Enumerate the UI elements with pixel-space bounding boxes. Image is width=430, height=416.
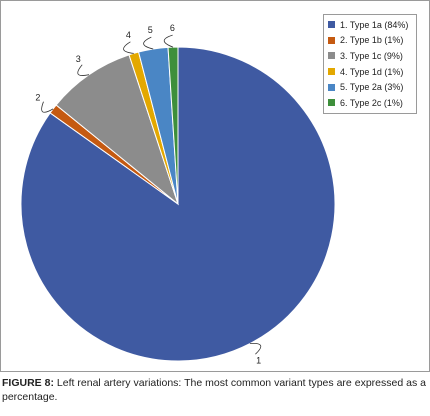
slice-label-2: 2 (35, 92, 40, 102)
slice-label-6: 6 (170, 23, 175, 33)
legend-item-4: 4. Type 1d (1%) (328, 64, 416, 80)
legend-label-4: 4. Type 1d (1%) (340, 66, 404, 77)
legend-swatch-1 (328, 21, 335, 29)
caption-text: Left renal artery variations: The most c… (2, 377, 427, 403)
leader-line-4 (123, 41, 134, 54)
legend-label-3: 3. Type 1c (9%) (340, 50, 403, 61)
legend-swatch-3 (328, 52, 335, 60)
legend-swatch-5 (328, 83, 335, 91)
leader-line-2 (41, 101, 54, 113)
slice-label-4: 4 (126, 30, 131, 40)
legend-swatch-2 (328, 36, 335, 44)
legend-swatch-6 (328, 99, 335, 107)
caption-label: FIGURE 8: (2, 377, 54, 389)
legend-swatch-4 (328, 68, 335, 76)
pie-slice-6 (167, 46, 179, 205)
pie-chart: 1 2 3 4 5 6 (20, 23, 336, 365)
legend-label-5: 5. Type 2a (3%) (340, 82, 404, 93)
leader-line-5 (143, 36, 154, 50)
chart-legend: 1. Type 1a (84%) 2. Type 1b (1%) 3. Type 1… (323, 14, 417, 114)
leader-line-1 (249, 342, 262, 355)
slice-label-3: 3 (76, 54, 81, 64)
legend-label-2: 2. Type 1b (1%) (340, 35, 404, 46)
legend-item-5: 5. Type 2a (3%) (328, 79, 416, 95)
leader-line-3 (77, 64, 90, 76)
legend-item-3: 3. Type 1c (9%) (328, 48, 416, 64)
leader-line-6 (163, 34, 174, 48)
legend-label-1: 1. Type 1a (84%) (340, 19, 409, 30)
figure-frame: 1 2 3 4 5 6 1. Type 1a (84%) 2. Type 1b (1%) 3.… (0, 0, 430, 372)
pie-slice-3 (55, 54, 180, 206)
figure-caption: FIGURE 8: Left renal artery variations: … (2, 376, 426, 404)
slice-label-5: 5 (148, 25, 153, 35)
legend-item-2: 2. Type 1b (1%) (328, 33, 416, 49)
slice-label-1: 1 (256, 355, 261, 365)
legend-item-1: 1. Type 1a (84%) (328, 17, 416, 33)
legend-label-6: 6. Type 2c (1%) (340, 97, 403, 108)
legend-item-6: 6. Type 2c (1%) (328, 95, 416, 111)
